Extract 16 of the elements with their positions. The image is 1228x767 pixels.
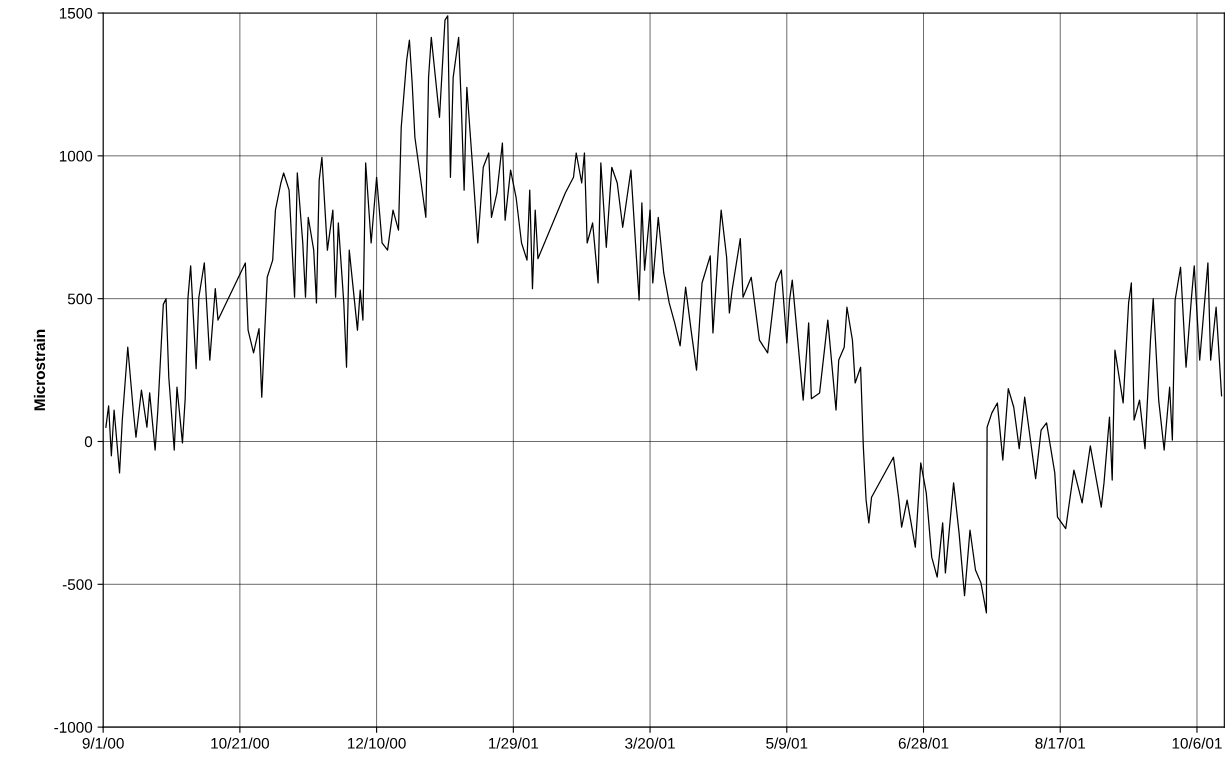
x-tick-label: 5/9/01 bbox=[766, 737, 808, 749]
y-tick-label: 1000 bbox=[59, 150, 93, 162]
x-tick-label: 9/1/00 bbox=[82, 737, 124, 749]
y-tick-label: 1500 bbox=[59, 7, 93, 19]
y-axis-title: Microstrain bbox=[33, 329, 46, 411]
x-tick-label: 1/29/01 bbox=[489, 737, 539, 749]
x-tick-label: 12/10/00 bbox=[348, 737, 406, 749]
x-tick-label: 10/6/01 bbox=[1172, 737, 1222, 749]
y-tick-label: -1000 bbox=[54, 721, 93, 733]
x-tick-label: 10/21/00 bbox=[211, 737, 270, 749]
x-tick-label: 3/20/01 bbox=[625, 737, 675, 749]
y-tick-label: 0 bbox=[84, 436, 93, 448]
x-tick-label: 6/28/01 bbox=[898, 737, 949, 749]
y-tick-label: -500 bbox=[62, 579, 93, 590]
y-tick-label: 500 bbox=[67, 293, 93, 305]
x-tick-label: 8/17/01 bbox=[1035, 737, 1085, 749]
